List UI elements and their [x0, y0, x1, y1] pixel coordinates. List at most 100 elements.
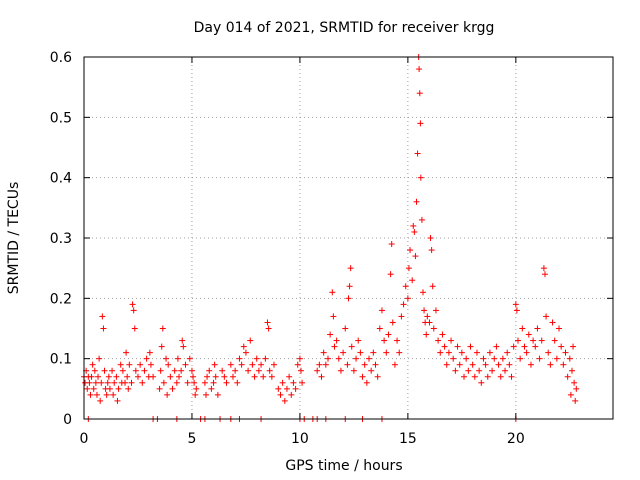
data-point	[158, 343, 165, 350]
data-point	[491, 355, 498, 362]
data-point	[186, 355, 193, 362]
data-point	[232, 367, 239, 374]
data-point	[428, 247, 435, 254]
data-point	[296, 355, 303, 362]
data-point	[547, 361, 554, 368]
data-point	[527, 361, 534, 368]
data-point	[281, 397, 288, 404]
data-point	[294, 361, 301, 368]
data-point	[486, 349, 493, 356]
data-point	[283, 385, 290, 392]
data-point	[163, 355, 170, 362]
data-point	[502, 367, 509, 374]
data-point	[180, 343, 187, 350]
data-point	[182, 361, 189, 368]
data-point	[461, 373, 468, 380]
data-point	[465, 367, 472, 374]
data-point	[513, 307, 520, 314]
data-point	[331, 343, 338, 350]
data-point	[467, 343, 474, 350]
data-point	[394, 337, 401, 344]
data-point	[421, 307, 428, 314]
data-point	[208, 385, 215, 392]
data-point	[562, 349, 569, 356]
data-point	[171, 367, 178, 374]
data-point	[214, 391, 221, 398]
data-point	[510, 343, 517, 350]
data-point	[445, 349, 452, 356]
data-point	[103, 391, 110, 398]
x-tick-label: 5	[187, 431, 196, 447]
data-point	[419, 289, 426, 296]
data-point	[556, 325, 563, 332]
y-tick-label: 0.3	[50, 231, 72, 247]
data-point	[126, 361, 133, 368]
data-point	[279, 379, 286, 386]
data-point	[416, 90, 423, 97]
data-point	[383, 349, 390, 356]
data-point	[409, 277, 416, 284]
data-point	[299, 379, 306, 386]
data-point	[411, 228, 418, 235]
data-point	[117, 361, 124, 368]
data-point	[523, 349, 530, 356]
data-point	[370, 349, 377, 356]
data-point	[540, 265, 547, 272]
data-point	[452, 367, 459, 374]
data-point	[164, 391, 171, 398]
data-point	[521, 343, 528, 350]
data-point	[418, 216, 425, 223]
data-point	[355, 337, 362, 344]
data-point	[89, 361, 96, 368]
data-point	[125, 385, 132, 392]
data-point	[288, 391, 295, 398]
data-point	[454, 343, 461, 350]
data-point	[95, 373, 102, 380]
data-point	[476, 367, 483, 374]
data-point	[201, 379, 208, 386]
data-point	[541, 271, 548, 278]
data-point	[404, 295, 411, 302]
data-point	[551, 337, 558, 344]
data-point	[536, 355, 543, 362]
data-point	[93, 391, 100, 398]
data-point	[506, 361, 513, 368]
data-point	[190, 373, 197, 380]
data-point	[318, 373, 325, 380]
data-point	[129, 301, 136, 308]
data-point	[469, 361, 476, 368]
data-point	[571, 379, 578, 386]
data-point	[400, 301, 407, 308]
data-point	[381, 337, 388, 344]
data-point	[124, 373, 131, 380]
data-point	[347, 265, 354, 272]
data-point	[398, 313, 405, 320]
data-point	[191, 379, 198, 386]
data-point	[566, 355, 573, 362]
y-tick-label: 0.2	[50, 291, 72, 307]
data-point	[417, 120, 424, 127]
data-point	[260, 373, 267, 380]
data-point	[221, 373, 228, 380]
data-point	[402, 283, 409, 290]
data-point	[109, 367, 116, 374]
x-tick-label: 10	[291, 431, 309, 447]
axis-ticks	[83, 56, 613, 420]
data-point	[545, 349, 552, 356]
data-point	[268, 373, 275, 380]
data-point	[174, 355, 181, 362]
data-point	[240, 343, 247, 350]
data-point	[179, 337, 186, 344]
data-point	[388, 241, 395, 248]
data-point	[316, 361, 323, 368]
data-point	[111, 379, 118, 386]
data-point	[570, 343, 577, 350]
data-point	[489, 367, 496, 374]
data-point	[437, 349, 444, 356]
data-point	[549, 319, 556, 326]
data-point	[86, 379, 93, 386]
data-point	[530, 337, 537, 344]
data-point	[314, 367, 321, 374]
data-point	[290, 379, 297, 386]
data-point	[473, 349, 480, 356]
